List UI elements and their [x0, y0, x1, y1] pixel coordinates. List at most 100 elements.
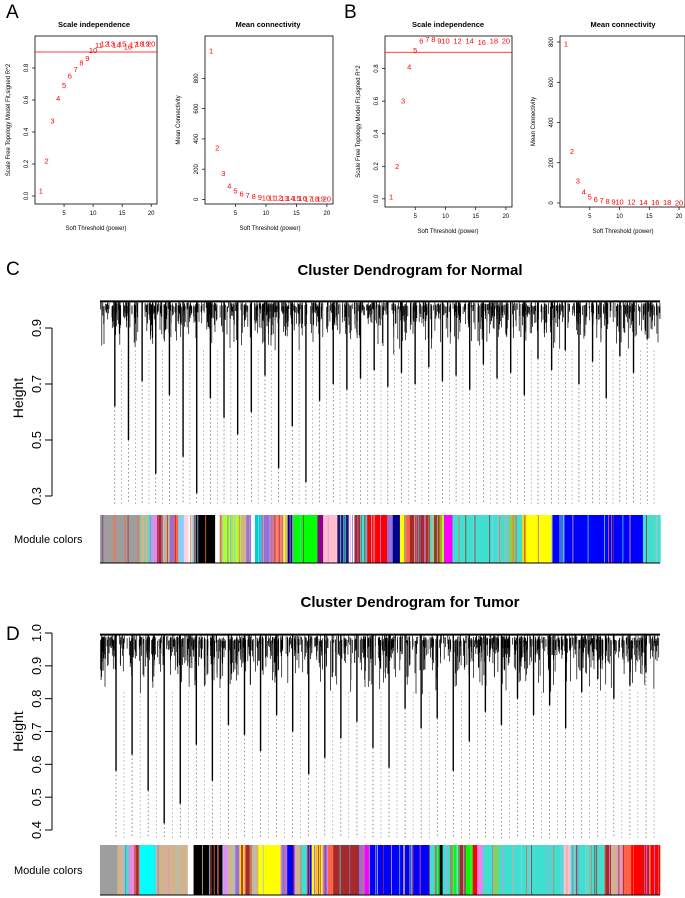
power-point-label: 6	[68, 72, 72, 81]
power-point-label: 9	[437, 36, 441, 45]
module-color-stripe	[623, 845, 624, 895]
module-color-stripe	[269, 515, 271, 563]
x-tick-label: 15	[472, 214, 479, 220]
x-tick-label: 20	[324, 211, 331, 217]
module-color-stripe	[344, 515, 346, 563]
module-color-stripe	[649, 845, 651, 895]
module-color-stripe	[223, 845, 225, 895]
module-color-stripe	[524, 515, 526, 563]
power-point-label: 10	[89, 46, 97, 55]
module-color-segment	[228, 845, 236, 895]
y-axis-label: Scale Free Topology Model Fit,signed R^2	[6, 63, 12, 176]
x-tick-label: 10	[90, 211, 97, 217]
y-tick-label: 600	[194, 103, 200, 114]
module-color-segment	[559, 515, 566, 563]
module-color-stripe	[529, 845, 531, 895]
module-color-segment	[245, 845, 251, 895]
y-tick-label: 600	[549, 77, 555, 88]
module-color-segment	[250, 515, 256, 563]
module-color-segment	[117, 845, 125, 895]
module-color-stripe	[202, 845, 203, 895]
power-point-label: 7	[600, 196, 604, 205]
module-color-segment	[465, 845, 474, 895]
module-color-stripe	[357, 515, 359, 563]
module-color-segment	[399, 515, 405, 563]
module-color-stripe	[476, 515, 478, 563]
module-color-stripe	[616, 845, 618, 895]
module-color-stripe	[417, 515, 419, 563]
module-color-stripe	[456, 845, 458, 895]
module-color-stripe	[450, 845, 452, 895]
module-color-stripe	[327, 845, 328, 895]
module-color-stripe	[220, 515, 222, 563]
power-point-label: 12	[274, 194, 282, 203]
module-color-segment	[311, 845, 324, 895]
module-color-segment	[482, 845, 495, 895]
module-color-segment	[258, 845, 282, 895]
module-color-segment	[509, 515, 516, 563]
module-color-stripe	[594, 845, 596, 895]
module-color-stripe	[656, 515, 658, 563]
module-color-segment	[152, 515, 159, 563]
module-color-stripe	[419, 515, 421, 563]
power-point-label: 16	[124, 43, 132, 52]
module-color-segment	[222, 845, 229, 895]
module-color-stripe	[415, 515, 417, 563]
module-color-stripe	[391, 845, 392, 895]
module-color-stripe	[414, 515, 415, 563]
power-point-label: 18	[311, 194, 319, 203]
module-color-stripe	[368, 845, 370, 895]
module-color-stripe	[437, 845, 438, 895]
module-color-stripe	[233, 845, 235, 895]
module-color-segment	[367, 515, 388, 563]
module-color-stripe	[125, 845, 126, 895]
module-color-stripe	[316, 845, 318, 895]
module-color-stripe	[612, 515, 614, 563]
module-color-stripe	[314, 845, 316, 895]
y-tick-label: 200	[194, 164, 200, 175]
module-color-stripe	[243, 845, 245, 895]
module-color-stripe	[262, 515, 264, 563]
module-color-stripe	[629, 515, 631, 563]
module-color-stripe	[453, 845, 454, 895]
y-tick-label: 400	[194, 133, 200, 144]
module-color-stripe	[570, 845, 572, 895]
module-color-stripe	[287, 515, 288, 563]
module-color-stripe	[497, 515, 499, 563]
module-color-stripe	[324, 845, 325, 895]
module-color-stripe	[604, 515, 605, 563]
power-point-label: 12	[101, 40, 109, 49]
module-color-stripe	[140, 515, 141, 563]
module-color-segment	[564, 515, 644, 563]
power-point-label: 9	[611, 197, 615, 206]
module-color-stripe	[501, 845, 503, 895]
module-color-stripe	[159, 845, 161, 895]
module-color-segment	[327, 845, 334, 895]
module-color-segment	[220, 515, 242, 563]
module-color-stripe	[339, 845, 341, 895]
module-color-stripe	[271, 515, 273, 563]
y-tick-label: 0	[549, 201, 555, 205]
module-color-stripe	[285, 515, 287, 563]
module-color-segment	[443, 515, 453, 563]
y-tick-label: 0.4	[374, 129, 380, 138]
module-color-stripe	[226, 845, 228, 895]
module-color-stripe	[437, 515, 438, 563]
module-color-stripe	[433, 515, 434, 563]
power-point-label: 1	[389, 193, 393, 202]
module-color-stripe	[447, 845, 448, 895]
module-color-stripe	[190, 515, 192, 563]
module-color-stripe	[649, 845, 650, 895]
module-color-stripe	[124, 515, 126, 563]
module-color-stripe	[231, 515, 233, 563]
module-color-stripe	[113, 515, 115, 563]
x-axis-label: Soft Threshold (power)	[240, 226, 301, 232]
module-color-stripe	[230, 515, 231, 563]
module-color-stripe	[409, 845, 411, 895]
module-color-stripe	[621, 845, 623, 895]
module-color-segment	[100, 515, 141, 563]
module-color-stripe	[470, 845, 472, 895]
module-color-stripe	[157, 845, 159, 895]
y-tick-label: 800	[194, 73, 200, 84]
module-color-stripe	[364, 515, 366, 563]
